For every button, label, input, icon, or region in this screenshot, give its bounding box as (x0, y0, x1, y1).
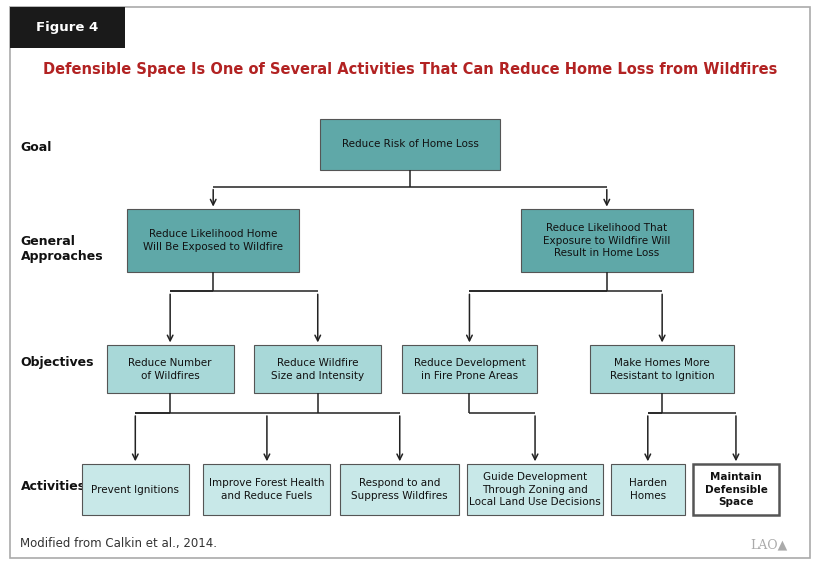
Text: Activities: Activities (20, 481, 85, 493)
Bar (401, 345, 536, 393)
Text: Improve Forest Health
and Reduce Fuels: Improve Forest Health and Reduce Fuels (209, 478, 324, 501)
Bar (203, 464, 330, 515)
Bar (340, 464, 459, 515)
Text: Harden
Homes: Harden Homes (628, 478, 666, 501)
Text: Guide Development
Through Zoning and
Local Land Use Decisions: Guide Development Through Zoning and Loc… (468, 472, 600, 507)
Bar (692, 464, 778, 515)
Text: Figure 4: Figure 4 (36, 22, 98, 34)
Text: Modified from Calkin et al., 2014.: Modified from Calkin et al., 2014. (20, 537, 217, 550)
Bar (127, 209, 299, 272)
Bar (467, 464, 602, 515)
Bar (10, 7, 124, 48)
Text: Reduce Likelihood That
Exposure to Wildfire Will
Result in Home Loss: Reduce Likelihood That Exposure to Wildf… (542, 223, 670, 258)
Bar (254, 345, 381, 393)
Text: Reduce Wildfire
Size and Intensity: Reduce Wildfire Size and Intensity (271, 358, 364, 380)
Text: Objectives: Objectives (20, 356, 94, 368)
Text: Respond to and
Suppress Wildfires: Respond to and Suppress Wildfires (351, 478, 447, 501)
Text: Reduce Number
of Wildfires: Reduce Number of Wildfires (129, 358, 211, 380)
Bar (520, 209, 692, 272)
Text: Maintain
Defensible
Space: Maintain Defensible Space (704, 472, 767, 507)
Bar (590, 345, 733, 393)
Text: Prevent Ignitions: Prevent Ignitions (91, 484, 179, 495)
Bar (610, 464, 684, 515)
Text: LAO▲: LAO▲ (749, 538, 786, 551)
Text: Reduce Development
in Fire Prone Areas: Reduce Development in Fire Prone Areas (413, 358, 525, 380)
Text: Make Homes More
Resistant to Ignition: Make Homes More Resistant to Ignition (609, 358, 713, 380)
Bar (82, 464, 188, 515)
Bar (106, 345, 233, 393)
Bar (319, 119, 500, 170)
Text: Defensible Space Is One of Several Activities That Can Reduce Home Loss from Wil: Defensible Space Is One of Several Activ… (43, 62, 776, 77)
Text: Reduce Likelihood Home
Will Be Exposed to Wildfire: Reduce Likelihood Home Will Be Exposed t… (143, 229, 283, 252)
Text: Goal: Goal (20, 141, 52, 153)
Text: General
Approaches: General Approaches (20, 235, 103, 263)
Text: Reduce Risk of Home Loss: Reduce Risk of Home Loss (342, 139, 477, 149)
